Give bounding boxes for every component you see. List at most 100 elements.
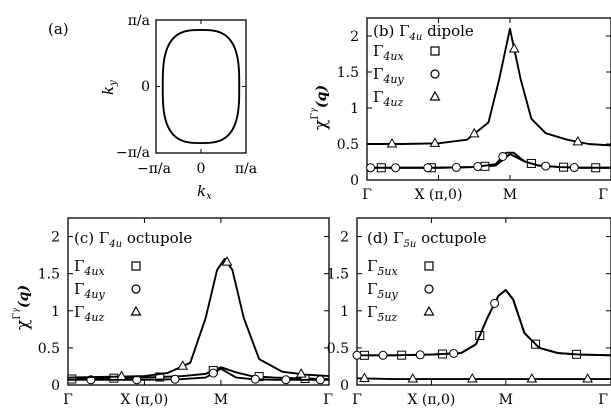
panel-c-data-point	[208, 368, 218, 378]
legend-marker-5ux	[424, 261, 434, 271]
panel-c-data-point	[315, 375, 325, 385]
panel-c-ylabel: χΓγ(q)	[11, 285, 33, 330]
legend-marker-4uz	[130, 305, 142, 316]
panel-b-ytick-label: 1	[350, 101, 359, 117]
panel-b-xtick-label: X (π,0)	[415, 187, 463, 203]
panel-d-data-point	[526, 373, 538, 383]
panel-d-data-point	[449, 348, 459, 358]
panel-c-xtick-label: X (π,0)	[120, 392, 168, 408]
panel-c-data-point	[295, 368, 307, 378]
panel-c-ytick-label: 1	[51, 304, 60, 320]
legend-marker-5uz	[423, 305, 435, 316]
panel-c-data-point	[281, 375, 291, 385]
panel-c-data-point	[221, 256, 233, 266]
panel-d-ytick-label: 1.5	[327, 267, 349, 283]
legend-entry-4uz: Γ4uz	[373, 88, 404, 109]
legend-entry-4ux: Γ4ux	[74, 257, 106, 278]
legend-entry-5uy: Γ5uy	[367, 280, 399, 301]
panel-b-data-point	[498, 151, 508, 161]
panel-b-frame	[366, 17, 611, 181]
panel-d-ytick-label: 1	[340, 304, 349, 320]
panel-d-series-line	[356, 377, 611, 381]
panel-b-title: (b) Γ4u dipole	[373, 22, 474, 43]
panel-a-ylabel: ky	[99, 80, 119, 95]
panel-b-data-point	[366, 163, 376, 173]
panel-b-ylabel: χΓγ(q)	[309, 85, 331, 130]
legend-marker-4ux	[430, 46, 440, 56]
panel-d-series-line	[357, 289, 611, 357]
legend-marker-4ux	[131, 261, 141, 271]
panel-b-ytick-label: 2	[350, 29, 359, 45]
panel-d-data-point	[490, 298, 500, 308]
panel-c-title: (c) Γ4u octupole	[74, 229, 192, 250]
panel-b-xtick-label: Γ	[598, 187, 608, 203]
panel-b-xtick-label: Γ	[362, 187, 372, 203]
panel-b-xtick-label: M	[503, 187, 517, 203]
legend-entry-4uy: Γ4uy	[74, 280, 106, 301]
legend-marker-4uy	[131, 284, 141, 294]
panel-b-ytick-label: 0	[350, 173, 359, 189]
panel-c-xtick-label: Γ	[323, 392, 333, 408]
panel-b-data-point	[473, 162, 483, 172]
panel-c-xtick-label: Γ	[63, 392, 73, 408]
panel-b-ytick-label: 0.5	[337, 137, 359, 153]
panel-c-ytick-label: 2	[51, 230, 60, 246]
panel-a-xtick-left: −π/a	[137, 161, 171, 177]
panel-d-xtick-label: Γ	[598, 392, 608, 408]
panel-d-data-point	[582, 373, 593, 383]
panel-b-chart: 00.511.52Γ X (π,0) M Γ(b) Γ4u dipoleΓ4uxΓ4u…	[309, 17, 611, 203]
panel-c-data-point	[109, 373, 119, 383]
panel-d-xtick-label: X (π,0)	[407, 392, 455, 408]
panel-a-frame	[155, 19, 247, 154]
legend-marker-4uy	[430, 69, 440, 79]
panel-b-data-point	[541, 161, 551, 171]
panel-c-data-point	[177, 360, 189, 370]
panel-c-data-point	[170, 374, 180, 384]
panel-c-ytick-label: 0	[51, 378, 60, 394]
legend-marker-5uy	[424, 284, 434, 294]
legend-entry-4ux: Γ4ux	[373, 42, 405, 63]
panel-b-data-point	[468, 127, 480, 138]
panel-d-chart: 00.511.52Γ X (π,0) M Γ(d) Γ5u octupoleΓ5uxΓ…	[327, 217, 611, 408]
panel-d-data-point	[352, 350, 362, 360]
panel-b-data-point	[508, 42, 520, 53]
panel-c-series-line	[67, 257, 330, 379]
panel-d-data-point	[378, 350, 388, 360]
panel-c-xtick-label: M	[214, 392, 228, 408]
panel-d-xtick-label: M	[499, 392, 513, 408]
panel-b-data-point	[569, 163, 579, 173]
panel-d-data-point	[407, 373, 419, 383]
panel-a-fermi-surface: (a) π/a 0 −π/a −π/a 0 π/a kx ky	[48, 13, 257, 202]
panel-b-series-line	[367, 27, 611, 147]
panel-a-xtick-right: π/a	[235, 161, 257, 177]
panel-a-ytick-top: π/a	[128, 13, 150, 29]
panel-d-data-point	[415, 350, 425, 360]
panel-c-frame	[67, 217, 330, 386]
panel-d-data-point	[359, 372, 370, 382]
panel-b-data-point	[572, 135, 584, 146]
legend-entry-4uz: Γ4uz	[74, 303, 105, 324]
legend-entry-4uy: Γ4uy	[373, 65, 405, 86]
panel-d-ytick-label: 0.5	[327, 341, 349, 357]
panel-b-data-point	[429, 137, 441, 147]
panel-d-ytick-label: 2	[340, 230, 349, 246]
panel-c-data-point	[155, 372, 165, 382]
panel-c-data-point	[116, 370, 127, 381]
panel-b-ytick-label: 1.5	[337, 65, 359, 81]
panel-c-data-point	[250, 374, 260, 384]
panel-a-ytick-mid: 0	[141, 79, 150, 95]
panel-d-data-point	[466, 373, 478, 383]
fermi-surface-curve	[161, 29, 241, 144]
panel-b-series-line	[367, 151, 611, 169]
panel-b-data-point	[386, 137, 398, 148]
panel-d-frame	[356, 217, 611, 386]
panel-b-data-point	[423, 163, 433, 173]
panel-d-xtick-label: Γ	[352, 392, 362, 408]
panel-c-ytick-label: 0.5	[38, 341, 60, 357]
legend-entry-5ux: Γ5ux	[367, 257, 399, 278]
panel-c-ytick-label: 1.5	[38, 267, 60, 283]
legend-entry-5uz: Γ5uz	[367, 303, 398, 324]
panel-b-data-point	[451, 162, 461, 172]
panel-a-xtick-mid: 0	[197, 161, 206, 177]
panel-a-xlabel: kx	[197, 182, 212, 202]
